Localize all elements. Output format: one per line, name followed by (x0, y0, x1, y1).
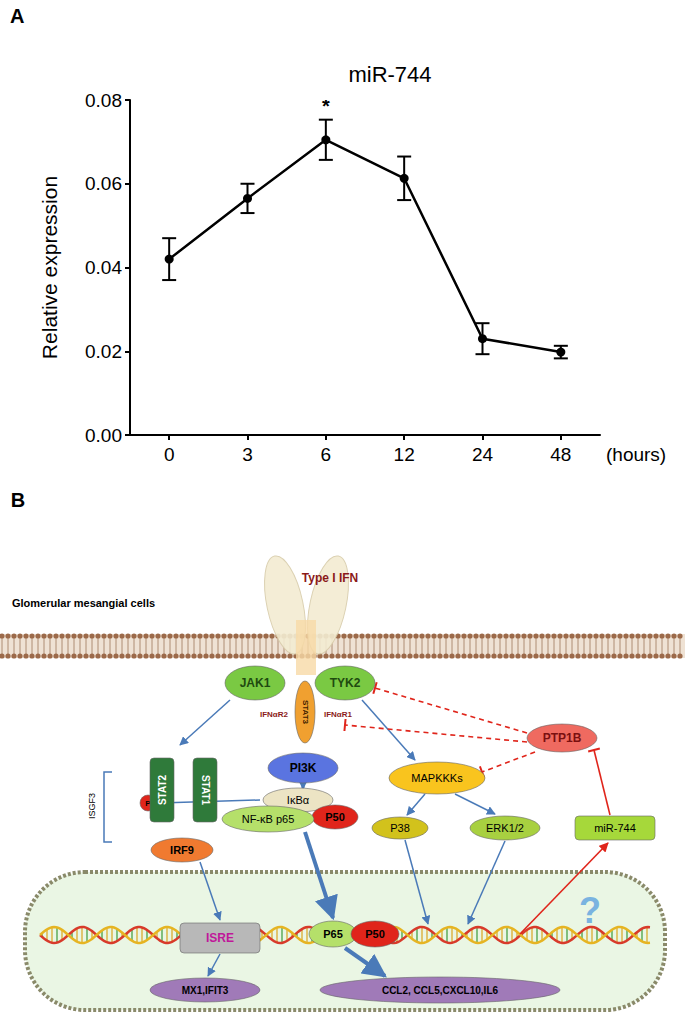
svg-text:Type I IFN: Type I IFN (302, 571, 358, 585)
svg-text:CCL2, CCL5,CXCL10,IL6: CCL2, CCL5,CXCL10,IL6 (382, 985, 499, 996)
svg-text:0.02: 0.02 (85, 341, 122, 362)
svg-text:0.08: 0.08 (85, 90, 122, 111)
svg-text:JAK1: JAK1 (240, 676, 271, 690)
svg-text:TYK2: TYK2 (330, 676, 361, 690)
svg-text:12: 12 (394, 444, 415, 465)
svg-text:MAPKKKs: MAPKKKs (411, 772, 463, 784)
svg-text:NF-κB p65: NF-κB p65 (242, 813, 295, 825)
svg-text:IFNαR2: IFNαR2 (260, 710, 289, 719)
svg-text:3: 3 (242, 444, 253, 465)
svg-text:(hours): (hours) (606, 444, 666, 465)
svg-text:ISRE: ISRE (206, 931, 234, 945)
svg-text:0.06: 0.06 (85, 173, 122, 194)
svg-text:P50: P50 (325, 811, 345, 823)
svg-text:*: * (322, 95, 330, 117)
svg-text:0.00: 0.00 (85, 425, 122, 446)
svg-text:48: 48 (550, 444, 571, 465)
svg-text:STAT2: STAT2 (157, 774, 168, 805)
svg-text:24: 24 (472, 444, 494, 465)
svg-text:A: A (10, 5, 24, 27)
svg-text:IFNαR1: IFNαR1 (324, 710, 353, 719)
svg-text:0: 0 (164, 444, 175, 465)
svg-text:P38: P38 (390, 822, 410, 834)
svg-text:miR-744: miR-744 (594, 822, 636, 834)
svg-text:MX1,IFIT3: MX1,IFIT3 (182, 985, 229, 996)
svg-text:Relative expression: Relative expression (38, 176, 61, 359)
svg-text:P50: P50 (365, 928, 385, 940)
svg-text:ISGF3: ISGF3 (87, 793, 97, 819)
svg-text:?: ? (579, 890, 601, 931)
svg-text:Glomerular mesangial cells: Glomerular mesangial cells (12, 597, 155, 609)
svg-text:0.04: 0.04 (85, 257, 122, 278)
svg-text:IRF9: IRF9 (170, 844, 194, 856)
svg-text:6: 6 (321, 444, 332, 465)
svg-text:ERK1/2: ERK1/2 (486, 822, 524, 834)
svg-text:P65: P65 (323, 928, 343, 940)
svg-text:PI3K: PI3K (290, 761, 317, 775)
svg-text:STAT1: STAT1 (200, 775, 211, 806)
svg-text:STAT3: STAT3 (301, 700, 310, 725)
svg-text:P: P (145, 799, 151, 808)
svg-text:IκBα: IκBα (287, 794, 310, 806)
svg-text:B: B (11, 489, 25, 511)
svg-text:miR-744: miR-744 (348, 62, 431, 87)
svg-text:PTP1B: PTP1B (543, 731, 582, 745)
